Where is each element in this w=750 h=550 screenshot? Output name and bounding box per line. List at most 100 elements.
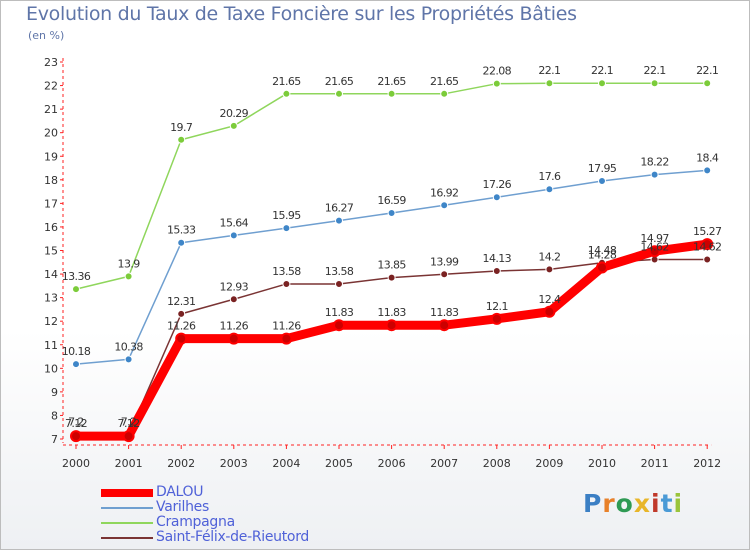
data-point <box>701 238 714 251</box>
y-tick-label: 10 <box>44 362 58 375</box>
legend-label-1: Varilhes <box>156 499 209 515</box>
data-label: 12.1 <box>486 300 508 313</box>
data-label: 13.9 <box>118 257 141 270</box>
data-point <box>335 216 343 225</box>
data-point <box>490 312 503 325</box>
data-label: 7.2 <box>68 415 84 428</box>
y-tick-label: 9 <box>51 386 58 399</box>
y-tick-label: 12 <box>44 315 58 328</box>
data-label: 12.31 <box>167 295 196 308</box>
data-point <box>229 121 238 130</box>
logo-letter: i <box>651 489 661 518</box>
x-tick-label: 2010 <box>588 457 616 470</box>
data-label: 11.83 <box>377 306 406 319</box>
data-label: 22.1 <box>644 64 666 77</box>
data-label: 22.1 <box>538 64 560 77</box>
data-point <box>438 319 451 332</box>
x-tick-label: 2005 <box>325 457 353 470</box>
data-label: 20.29 <box>220 107 249 120</box>
x-tick-label: 2012 <box>693 457 721 470</box>
data-label: 22.08 <box>483 65 512 78</box>
data-point <box>387 89 396 98</box>
y-tick-label: 23 <box>44 56 58 69</box>
data-label: 12.93 <box>220 280 249 293</box>
x-tick-label: 2004 <box>272 457 300 470</box>
data-point <box>543 305 556 318</box>
data-label: 11.26 <box>220 320 249 333</box>
legend-label-2: Crampagna <box>156 514 235 530</box>
data-point <box>72 285 80 294</box>
data-point <box>72 360 80 369</box>
data-label: 17.6 <box>538 170 561 183</box>
data-point <box>596 261 608 274</box>
x-tick-label: 2008 <box>483 457 511 470</box>
data-point <box>492 193 501 202</box>
data-point <box>703 79 712 88</box>
x-tick-label: 2000 <box>62 457 90 470</box>
y-tick-label: 7 <box>51 433 58 446</box>
x-tick-label: 2001 <box>115 457 143 470</box>
data-point <box>282 279 291 288</box>
data-label: 15.27 <box>693 225 722 238</box>
data-point <box>387 209 396 218</box>
legend-label-0: DALOU <box>156 484 204 500</box>
x-tick-label: 2006 <box>378 457 406 470</box>
data-point <box>545 79 554 88</box>
data-point <box>335 89 343 98</box>
data-label: 18.22 <box>640 156 669 169</box>
data-point <box>492 266 501 275</box>
data-label: 14.97 <box>640 232 669 245</box>
y-tick-label: 17 <box>44 197 58 210</box>
legend-swatch-3 <box>101 537 153 539</box>
chart-unit-label: (en %) <box>28 29 65 42</box>
logo-letter: r <box>602 489 616 518</box>
data-label: 22.1 <box>696 64 718 77</box>
logo-letter: x <box>633 489 651 518</box>
data-label: 15.95 <box>272 209 301 222</box>
line-chart: 7 8 9 10 11 12 13 14 15 16 17 18 19 20 21 22 23 2000 2001 2… <box>44 56 723 470</box>
y-tick-label: 21 <box>44 103 58 116</box>
data-point <box>282 224 291 233</box>
data-label: 11.83 <box>325 306 354 319</box>
data-point <box>387 273 396 282</box>
y-tick-label: 18 <box>44 174 58 187</box>
data-point <box>440 270 449 279</box>
data-label: 18.4 <box>696 151 719 164</box>
data-label: 16.59 <box>377 194 406 207</box>
y-tick-label: 14 <box>44 268 58 281</box>
y-tick-label: 8 <box>51 409 58 422</box>
data-label: 13.58 <box>325 265 354 278</box>
y-tick-label: 20 <box>44 127 58 140</box>
proxiti-logo: Proxiti <box>583 489 683 518</box>
data-labels: 7.12 7.12 11.26 11.26 11.26 11.83 11.83 11.83 12… <box>62 64 723 430</box>
data-label: 14.13 <box>483 252 512 265</box>
data-label: 22.1 <box>591 64 613 77</box>
data-point <box>440 201 449 210</box>
data-point <box>227 332 240 345</box>
data-label: 14.28 <box>588 248 617 261</box>
y-tick-label: 19 <box>44 150 58 163</box>
data-point <box>492 79 501 88</box>
data-label: 13.85 <box>377 259 406 272</box>
data-point <box>124 272 133 281</box>
data-point <box>70 430 82 443</box>
logo-letter: i <box>673 489 684 518</box>
x-tick-label: 2007 <box>430 457 458 470</box>
data-point <box>598 79 606 88</box>
data-point <box>703 255 712 264</box>
data-label: 11.26 <box>272 320 301 333</box>
logo-letter: t <box>660 489 674 518</box>
chart-title: Evolution du Taux de Taxe Foncière sur l… <box>26 3 577 25</box>
data-label: 14.62 <box>693 240 722 253</box>
data-label: 7.2 <box>121 415 137 428</box>
data-label: 12.4 <box>538 293 561 306</box>
data-label: 13.58 <box>272 265 301 278</box>
data-label: 16.92 <box>430 186 459 199</box>
data-point <box>229 231 238 240</box>
data-label: 17.26 <box>483 178 512 191</box>
logo-letter: o <box>615 489 634 518</box>
data-label: 10.18 <box>62 345 91 358</box>
data-label: 15.64 <box>220 216 249 229</box>
y-tick-label: 11 <box>44 339 58 352</box>
